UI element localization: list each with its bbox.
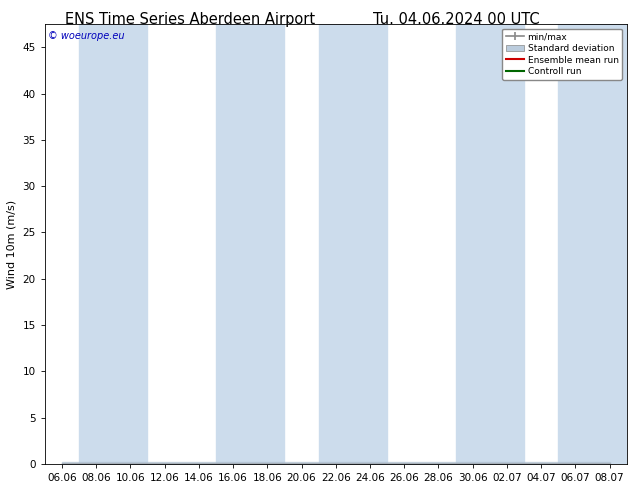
Text: ENS Time Series Aberdeen Airport: ENS Time Series Aberdeen Airport [65, 12, 315, 27]
Bar [79, 24, 148, 464]
Bar [319, 24, 387, 464]
Y-axis label: Wind 10m (m/s): Wind 10m (m/s) [7, 199, 17, 289]
Text: © woeurope.eu: © woeurope.eu [48, 31, 124, 41]
Legend: min/max, Standard deviation, Ensemble mean run, Controll run: min/max, Standard deviation, Ensemble me… [502, 28, 622, 80]
Text: Tu. 04.06.2024 00 UTC: Tu. 04.06.2024 00 UTC [373, 12, 540, 27]
Bar [558, 24, 626, 464]
Bar [216, 24, 285, 464]
Bar [456, 24, 524, 464]
